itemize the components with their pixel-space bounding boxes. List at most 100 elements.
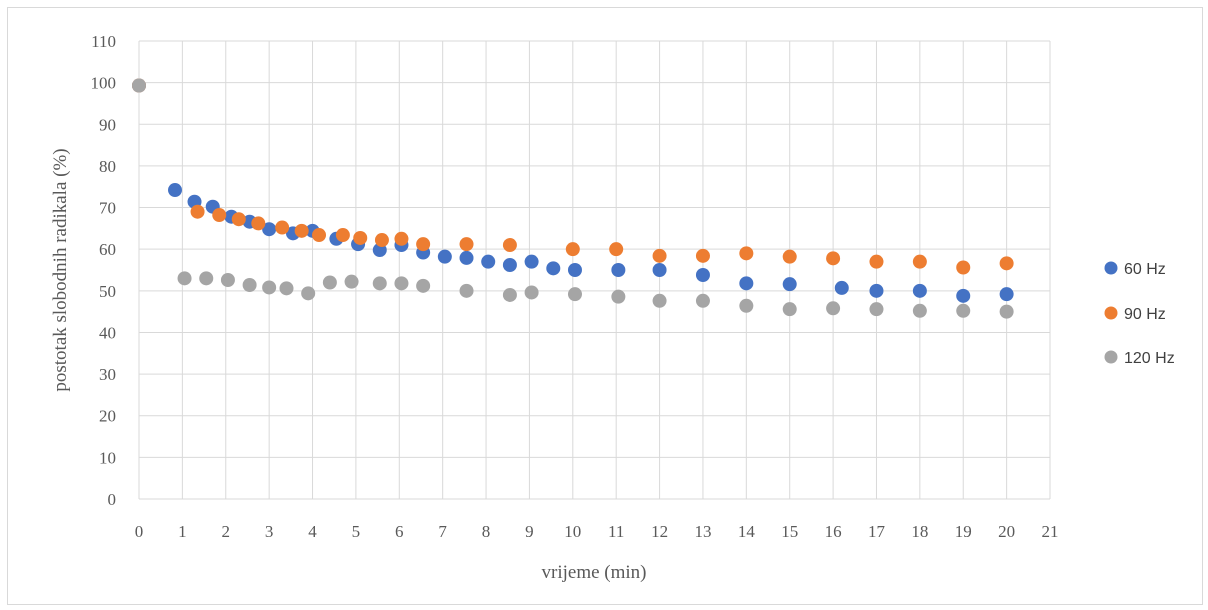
x-tick-label: 11 bbox=[608, 522, 624, 541]
x-tick-label: 0 bbox=[135, 522, 144, 541]
x-tick-label: 12 bbox=[651, 522, 668, 541]
x-tick-label: 4 bbox=[308, 522, 317, 541]
legend-item: 120 Hz bbox=[1104, 350, 1175, 367]
data-point bbox=[335, 228, 350, 243]
data-point bbox=[611, 263, 626, 277]
data-point bbox=[999, 304, 1014, 319]
data-point bbox=[652, 248, 667, 263]
data-point bbox=[312, 228, 327, 243]
data-point bbox=[294, 223, 309, 238]
legend-marker bbox=[1104, 261, 1118, 275]
data-point bbox=[322, 275, 337, 290]
legend-item: 90 Hz bbox=[1104, 306, 1166, 323]
data-point bbox=[565, 242, 580, 257]
data-point bbox=[826, 251, 841, 266]
x-axis-title: vrijeme (min) bbox=[542, 562, 647, 583]
x-tick-labels: 0 1 2 3 4 5 6 7 8 9 10 11 12 13 14 15 16 17 18 19 20 21 bbox=[135, 522, 1059, 541]
y-tick-label: 100 bbox=[91, 74, 117, 93]
data-point bbox=[739, 246, 754, 261]
data-point bbox=[695, 248, 710, 263]
data-point bbox=[869, 254, 884, 269]
legend-label: 60 Hz bbox=[1124, 261, 1166, 278]
legend: 60 Hz 90 Hz 120 Hz bbox=[1104, 261, 1175, 367]
x-tick-label: 18 bbox=[911, 522, 928, 541]
data-point bbox=[262, 222, 277, 237]
data-point bbox=[212, 208, 227, 223]
x-tick-label: 16 bbox=[825, 522, 842, 541]
data-point bbox=[168, 183, 183, 198]
data-point bbox=[177, 271, 192, 286]
data-point bbox=[739, 298, 754, 313]
data-point bbox=[502, 258, 517, 273]
data-point bbox=[301, 286, 316, 301]
data-point bbox=[912, 283, 927, 298]
legend-label: 120 Hz bbox=[1124, 350, 1175, 367]
x-tick-label: 3 bbox=[265, 522, 274, 541]
data-point bbox=[231, 212, 246, 227]
data-point bbox=[437, 249, 452, 264]
data-point bbox=[220, 272, 235, 287]
legend-marker bbox=[1104, 306, 1118, 320]
data-point bbox=[912, 303, 927, 318]
y-tick-label: 20 bbox=[99, 407, 116, 426]
y-tick-label: 60 bbox=[99, 240, 116, 259]
data-point bbox=[524, 254, 539, 269]
data-point bbox=[502, 287, 517, 302]
x-tick-label: 21 bbox=[1042, 522, 1059, 541]
x-tick-label: 17 bbox=[868, 522, 886, 541]
data-point bbox=[834, 280, 849, 295]
x-tick-label: 19 bbox=[955, 522, 972, 541]
data-point bbox=[695, 293, 710, 308]
data-point bbox=[459, 250, 474, 265]
y-tick-label: 10 bbox=[99, 448, 116, 467]
x-tick-label: 2 bbox=[222, 522, 231, 541]
data-point bbox=[999, 256, 1014, 271]
data-point bbox=[652, 293, 667, 308]
data-point bbox=[869, 302, 884, 317]
x-tick-label: 14 bbox=[738, 522, 756, 541]
x-tick-label: 6 bbox=[395, 522, 404, 541]
data-point bbox=[344, 274, 359, 289]
data-point bbox=[567, 263, 582, 277]
y-tick-label: 40 bbox=[99, 323, 116, 342]
x-tick-label: 9 bbox=[525, 522, 534, 541]
x-tick-label: 10 bbox=[564, 522, 581, 541]
legend-label: 90 Hz bbox=[1124, 306, 1166, 323]
data-point bbox=[262, 280, 277, 295]
y-tick-label: 90 bbox=[99, 115, 116, 134]
data-point bbox=[524, 285, 539, 300]
data-points bbox=[132, 78, 1014, 319]
data-point bbox=[782, 249, 797, 264]
data-point bbox=[251, 216, 266, 231]
y-tick-label: 30 bbox=[99, 365, 116, 384]
grid bbox=[138, 40, 1051, 500]
data-point bbox=[394, 231, 409, 246]
data-point bbox=[695, 267, 710, 282]
y-axis-title: postotak slobodnih radikala (%) bbox=[50, 148, 71, 391]
data-point bbox=[912, 254, 927, 269]
data-point bbox=[739, 276, 754, 291]
data-point bbox=[869, 283, 884, 298]
x-tick-label: 15 bbox=[781, 522, 798, 541]
x-tick-label: 5 bbox=[352, 522, 361, 541]
data-point bbox=[416, 237, 431, 252]
data-point bbox=[190, 204, 205, 219]
data-point bbox=[826, 301, 841, 316]
x-tick-label: 20 bbox=[998, 522, 1015, 541]
data-point bbox=[956, 260, 971, 275]
data-point bbox=[567, 287, 582, 302]
legend-marker bbox=[1104, 350, 1118, 364]
data-point bbox=[956, 303, 971, 318]
x-tick-label: 13 bbox=[694, 522, 711, 541]
x-tick-label: 8 bbox=[482, 522, 491, 541]
y-tick-label: 0 bbox=[108, 490, 117, 509]
data-point bbox=[609, 242, 624, 257]
y-tick-label: 70 bbox=[99, 199, 116, 218]
y-tick-labels: 0 10 20 30 40 50 60 70 80 90 100 110 bbox=[91, 32, 117, 509]
y-tick-label: 50 bbox=[99, 282, 116, 301]
series-90-hz bbox=[132, 78, 1014, 275]
data-point bbox=[481, 254, 496, 269]
data-point bbox=[374, 233, 389, 248]
data-point bbox=[652, 263, 667, 277]
